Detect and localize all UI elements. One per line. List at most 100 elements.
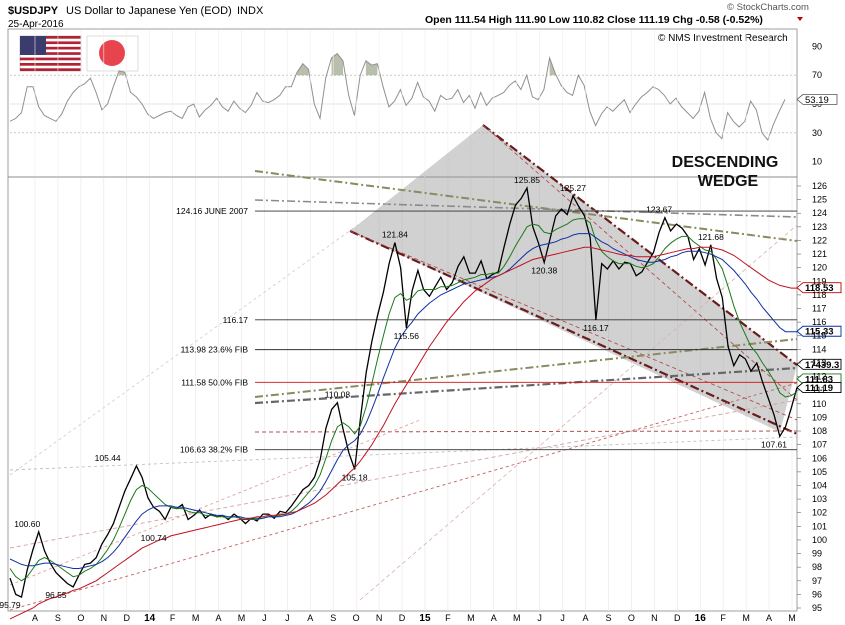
x-tick-label: S [330,613,336,623]
x-tick-label: M [788,613,796,623]
value-tag-label: 17439.3 [805,360,839,371]
value-tag [796,358,842,370]
axes: 95 96 97 98 99 100 101 102 103 104 105 106 107 108 109… [32,181,827,624]
trend-line [9,129,491,476]
rsi-tick-label: 90 [812,41,822,51]
rsi-overbought-fill [331,53,343,76]
down-arrow-icon [797,17,803,21]
y-tick-label: 104 [812,480,827,490]
price-annotation: 120.38 [531,266,557,276]
trend-line [254,170,798,242]
y-tick-label: 102 [812,508,827,518]
price-annotation: 110.08 [325,390,351,400]
value-tag-label: 118.53 [805,283,834,294]
level-label: 111.58 50.0% FIB [181,377,248,387]
series-ma100 [9,233,797,569]
y-tick-label: 95 [812,603,822,613]
price-annotation: 95.79 [0,600,21,610]
rsi-tick-label: 30 [812,128,822,138]
price-gridlines [34,30,793,611]
price-annotation: 121.84 [382,230,408,240]
rsi-line [9,52,786,142]
x-tick-label: O [77,613,84,623]
trend-line [254,366,798,405]
rsi-panel: 103050709053.19 [9,41,838,167]
y-tick-label: 125 [812,195,827,205]
trend-line [9,419,421,586]
x-tick-label: S [55,613,61,623]
symbol: $USDJPY [8,5,59,17]
y-tick-label: 107 [812,440,827,450]
level-label: 116.17 [223,315,249,325]
price-series [9,186,798,620]
price-annotation: 96.55 [45,590,67,600]
y-tick-label: 111 [812,385,826,395]
price-annotations: 95.79 100.60 96.55 105.44 100.74 110.08 105.18… [0,175,842,610]
horizontal-levels: 124.16 JUNE 2007 116.17 113.98 23.6% FIB 11… [176,206,797,455]
x-tick-label: 14 [144,613,156,624]
price-annotation: 100.74 [141,533,167,543]
y-tick-label: 113 [812,358,826,368]
x-tick-label: J [560,613,565,623]
x-tick-label: A [491,613,497,623]
x-tick-label: A [766,613,772,623]
value-tag-label: 115.33 [805,327,834,338]
x-tick-label: S [605,613,611,623]
y-tick-label: 117 [812,304,826,314]
rsi-overbought-fill [365,60,378,76]
y-tick-label: 124 [812,208,827,218]
value-tag-label: 111.83 [805,374,833,385]
x-tick-label: J [262,613,267,623]
y-tick-label: 120 [812,263,827,273]
price-annotation: 125.85 [514,175,540,185]
exchange: INDX [237,5,264,17]
series-ma200 [9,246,797,620]
date: 25-Apr-2016 [8,19,64,30]
x-tick-label: F [445,613,451,623]
y-tick-label: 109 [812,412,827,422]
price-annotation: 105.18 [342,472,368,482]
price-panel-frame [7,176,798,612]
value-tag [796,325,842,337]
value-tag [796,382,842,394]
x-tick-label: J [285,613,290,623]
x-tick-label: F [170,613,176,623]
trend-line [254,199,798,218]
x-tick-label: A [307,613,313,623]
trend-line [9,436,798,471]
y-tick-label: 118 [812,290,826,300]
y-tick-label: 99 [812,549,822,559]
trend-line [254,338,798,398]
x-tick-label: M [238,613,246,623]
y-tick-label: 98 [812,562,822,572]
rsi-value-tag [796,94,838,105]
y-tick-label: 103 [812,494,827,504]
rsi-tick-label: 10 [812,157,822,167]
ohlc-readout: Open 111.54 High 111.90 Low 110.82 Close… [425,14,763,26]
us-flag-icon [19,35,82,72]
wedge-label-line2: WEDGE [698,173,759,190]
y-tick-label: 115 [812,331,826,341]
price-annotation: 107.61 [761,439,787,449]
rsi-tick-label: 70 [812,70,822,80]
x-tick-label: D [124,613,131,623]
wedge-inner-line [349,230,798,421]
y-tick-label: 116 [812,317,826,327]
y-tick-label: 122 [812,235,827,245]
y-tick-label: 114 [812,344,826,354]
y-tick-label: 97 [812,576,822,586]
x-tick-label: N [101,613,108,623]
value-tag-label: 111.19 [805,383,833,394]
trend-line [9,382,798,611]
price-annotation: 116.17 [583,323,609,333]
x-tick-label: M [742,613,750,623]
x-tick-label: O [353,613,360,623]
level-label: 124.16 JUNE 2007 [176,206,248,216]
y-tick-label: 105 [812,467,827,477]
price-annotation: 100.60 [14,519,40,529]
price-annotation: 121.68 [698,232,724,242]
price-annotation: 123.67 [646,205,672,215]
x-tick-label: D [674,613,681,623]
trend-line [9,399,798,549]
